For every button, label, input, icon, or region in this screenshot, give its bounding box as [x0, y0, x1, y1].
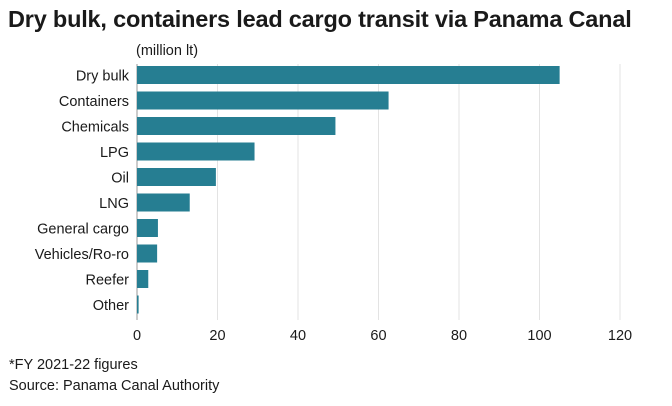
- bar: [137, 168, 216, 186]
- bar: [137, 66, 560, 84]
- bar: [137, 193, 190, 212]
- bar: [137, 142, 255, 161]
- category-label: Containers: [59, 94, 129, 110]
- bar: [137, 295, 139, 314]
- x-tick-label: 40: [290, 328, 306, 344]
- x-tick-label: 20: [209, 328, 225, 344]
- footnote: *FY 2021-22 figures: [9, 357, 138, 373]
- category-label: LNG: [99, 196, 129, 212]
- bar: [137, 91, 389, 110]
- bar: [137, 244, 158, 263]
- unit-label: (million lt): [136, 43, 199, 59]
- bar-chart: Dry bulk Containers Chemicals LPG Oil LNG Gene…: [35, 64, 632, 344]
- x-tick-label: 80: [451, 328, 467, 344]
- x-tick-label: 0: [133, 328, 141, 344]
- chart-title: Dry bulk, containers lead cargo transit …: [8, 6, 632, 32]
- x-tick-label: 120: [608, 328, 632, 344]
- category-label: Vehicles/Ro-ro: [35, 247, 129, 263]
- category-label: General cargo: [37, 222, 129, 238]
- category-label: Other: [93, 298, 129, 314]
- source-note: Source: Panama Canal Authority: [9, 378, 220, 394]
- bar: [137, 219, 158, 237]
- category-label: Dry bulk: [76, 69, 130, 85]
- x-tick-label: 100: [527, 328, 551, 344]
- category-label: Reefer: [85, 273, 129, 289]
- x-tick-label: 60: [370, 328, 386, 344]
- category-label: Chemicals: [61, 120, 129, 136]
- bar: [137, 270, 149, 288]
- category-label: Oil: [111, 171, 129, 187]
- bar: [137, 117, 336, 135]
- category-label: LPG: [100, 145, 129, 161]
